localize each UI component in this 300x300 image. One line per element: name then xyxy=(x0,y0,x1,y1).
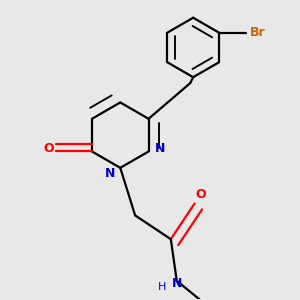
Text: N: N xyxy=(155,142,166,155)
Text: O: O xyxy=(195,188,206,201)
Text: Br: Br xyxy=(250,26,266,39)
Text: O: O xyxy=(44,142,54,155)
Text: N: N xyxy=(172,277,182,290)
Text: N: N xyxy=(105,167,115,180)
Text: H: H xyxy=(158,282,166,292)
